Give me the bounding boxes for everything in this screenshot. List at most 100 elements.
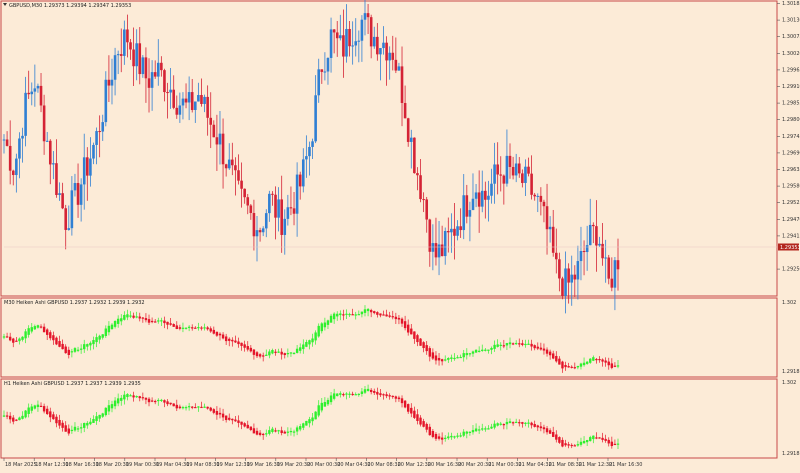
- indicator1-bars: [2, 305, 620, 373]
- price-axis-label: 1.29800: [782, 117, 800, 123]
- candle-body: [301, 159, 305, 187]
- ha-body: [5, 336, 9, 338]
- price-axis-label: 1.30020: [782, 51, 800, 57]
- ha-body: [394, 316, 398, 320]
- ha-body: [89, 421, 92, 425]
- ha-body: [579, 441, 583, 445]
- candle-body: [15, 158, 18, 176]
- ha-body: [354, 394, 357, 396]
- current-price-tag: [778, 243, 799, 251]
- ha-body: [55, 416, 58, 424]
- ha-body: [228, 417, 231, 420]
- time-axis-label: 19 Mar 16:30: [247, 462, 280, 468]
- candle-body: [493, 164, 496, 184]
- candle-body: [246, 197, 250, 206]
- candle-body: [104, 79, 108, 123]
- ha-body: [511, 422, 515, 424]
- ha-body: [255, 430, 259, 435]
- ha-body: [113, 400, 117, 407]
- ha-body: [607, 361, 610, 366]
- ha-body: [456, 435, 459, 437]
- ha-body: [61, 343, 64, 350]
- indicator1-pane-frame: [0, 297, 778, 378]
- candle-body: [42, 105, 46, 142]
- indicator2-pane-frame: [0, 378, 778, 459]
- candle-body: [561, 278, 564, 296]
- price-axis-label: 1.29745: [782, 134, 800, 140]
- ha-body: [61, 422, 64, 428]
- ha-body: [499, 344, 502, 346]
- ha-body: [237, 341, 240, 345]
- candle-body: [231, 159, 234, 166]
- candle-body: [243, 188, 246, 198]
- candle-body: [308, 146, 311, 157]
- ha-body: [221, 334, 225, 339]
- ha-body: [18, 417, 21, 421]
- candle-body: [203, 96, 206, 104]
- ha-body: [505, 421, 509, 425]
- ha-body: [178, 406, 182, 409]
- candle-body: [409, 137, 413, 142]
- candle-body: [101, 122, 105, 132]
- candle-body: [554, 252, 558, 260]
- price-axis-label: 1.29965: [782, 67, 800, 73]
- candle-body: [70, 190, 74, 229]
- ha-body: [453, 436, 456, 438]
- candle-body: [530, 173, 533, 195]
- ha-body: [92, 418, 95, 423]
- candle-body: [153, 72, 157, 77]
- ha-body: [477, 350, 481, 352]
- ha-body: [265, 354, 268, 356]
- ha-body: [360, 311, 364, 315]
- time-axis-label: 19 Mar 04:30: [156, 462, 189, 468]
- ha-body: [184, 327, 188, 329]
- ha-body: [261, 433, 265, 436]
- candle-body: [119, 54, 123, 56]
- ha-body: [595, 358, 598, 361]
- candle-body: [240, 180, 243, 189]
- candle-body: [129, 42, 132, 50]
- ha-body: [172, 324, 175, 327]
- candle-body: [462, 195, 466, 231]
- time-axis-label: 18 Mar 2025: [5, 462, 37, 468]
- ha-body: [197, 406, 200, 408]
- ha-body: [8, 415, 12, 420]
- ha-body: [539, 347, 543, 350]
- ha-body: [76, 349, 80, 351]
- ha-body: [308, 340, 311, 345]
- ha-body: [215, 411, 219, 415]
- candle-body: [524, 166, 527, 183]
- price-axis-label: 1.29910: [782, 84, 800, 90]
- ha-body: [141, 397, 145, 399]
- ha-body: [36, 404, 40, 408]
- ha-body: [113, 321, 117, 327]
- time-axis-label: 21 Mar 08:30: [549, 462, 582, 468]
- candle-body: [345, 28, 348, 57]
- candle-body: [212, 124, 216, 138]
- candle-body: [33, 88, 37, 92]
- candle-body: [335, 32, 339, 39]
- ha-body: [493, 344, 496, 349]
- candle-body: [416, 173, 419, 176]
- ha-body: [98, 414, 101, 419]
- candle-body: [215, 137, 219, 145]
- ha-body: [311, 338, 314, 343]
- candle-body: [379, 48, 382, 55]
- time-axis-label: 19 Mar 12:30: [216, 462, 249, 468]
- candle-body: [376, 36, 379, 55]
- candle-body: [64, 208, 68, 230]
- ha-body: [490, 347, 493, 350]
- candle-body: [502, 175, 506, 184]
- ha-body: [456, 357, 459, 359]
- triangle-down-icon[interactable]: [3, 3, 7, 6]
- ha-body: [385, 394, 388, 397]
- ha-body: [33, 405, 37, 409]
- ha-body: [246, 346, 249, 350]
- ha-body: [419, 338, 422, 346]
- ha-body: [589, 358, 592, 363]
- ha-body: [286, 431, 290, 433]
- ha-body: [73, 348, 77, 352]
- candle-body: [132, 49, 135, 67]
